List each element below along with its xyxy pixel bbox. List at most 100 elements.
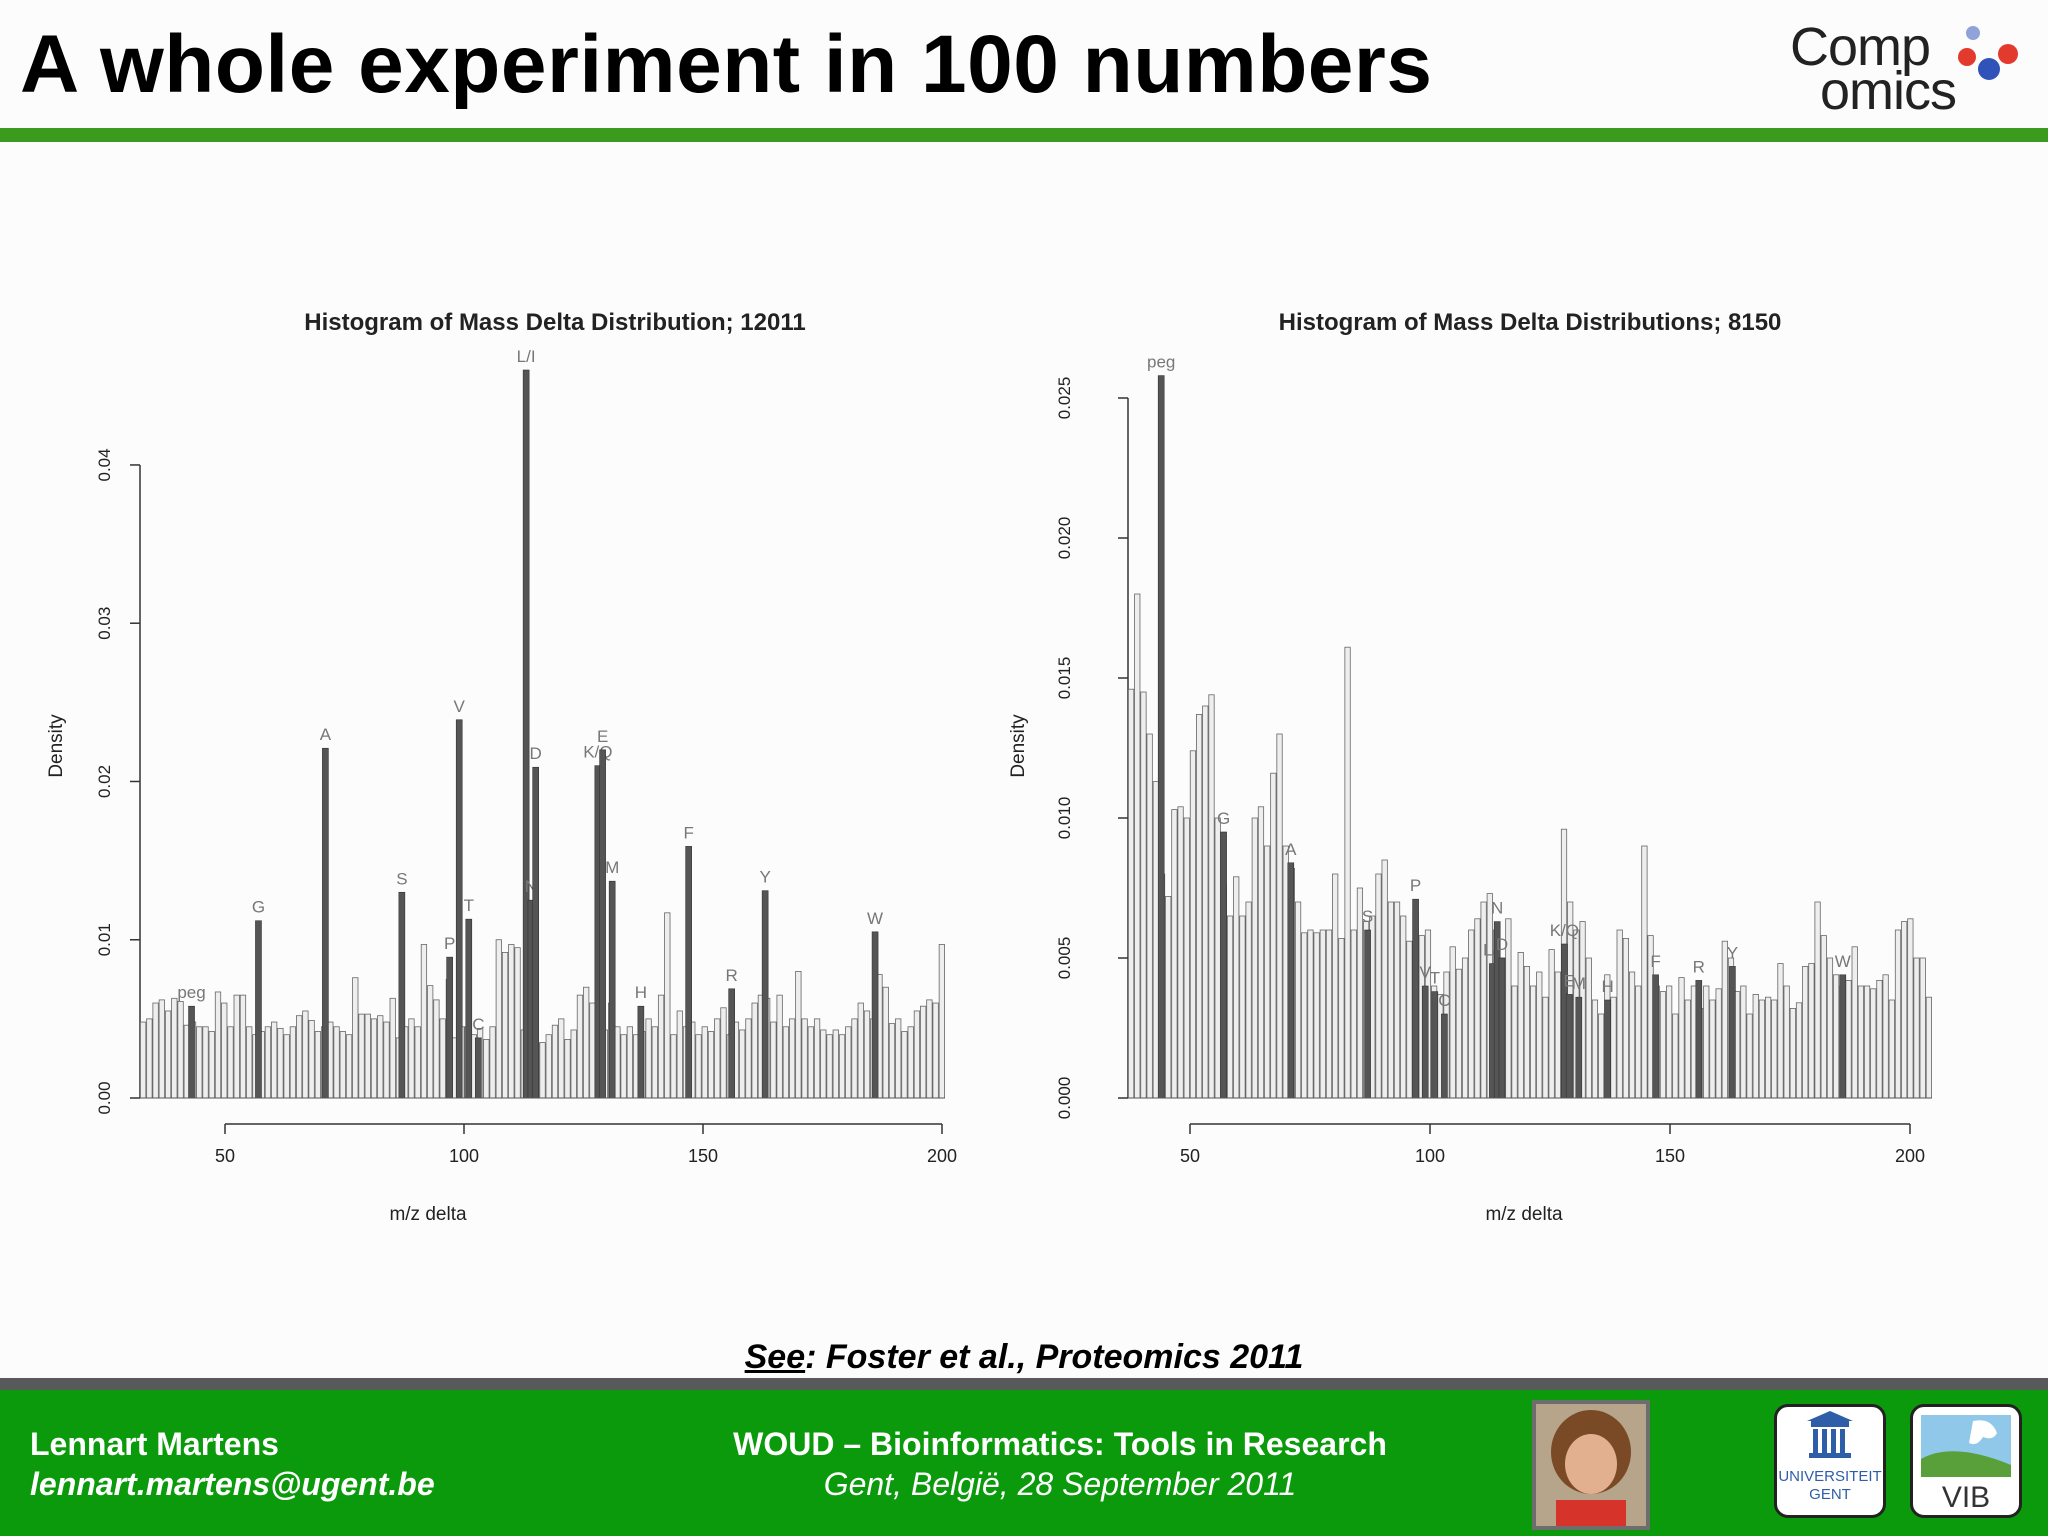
- histogram-bar: [657, 994, 665, 1099]
- histogram-bar: [439, 1018, 446, 1099]
- histogram-bar: [907, 1026, 914, 1099]
- peak-label: P: [444, 934, 455, 953]
- plot-area: 0.00 0.01 0.02 0.03 0.04 50 100 150 200 peg G A S P V T…: [95, 347, 957, 1166]
- histogram-bar: [1771, 999, 1778, 1099]
- histogram-bar: [720, 1007, 727, 1099]
- ugent-text-2: GENT: [1809, 1486, 1851, 1503]
- event-place: Gent, België, 28 September 2011: [823, 1466, 1297, 1502]
- histogram-bar: [358, 1013, 365, 1099]
- histogram-bar: [277, 1027, 284, 1099]
- histogram-bar: [1319, 929, 1326, 1099]
- peak-label: C: [472, 1015, 484, 1034]
- histogram-bar: [308, 1020, 315, 1099]
- peak-bar: [1839, 974, 1847, 1099]
- histogram-bar: [1517, 952, 1524, 1099]
- histogram-bar: [1239, 915, 1246, 1099]
- histogram-bar: [913, 1010, 921, 1099]
- peak-label: K/Q: [1550, 921, 1579, 940]
- peak-label: P: [1410, 876, 1421, 895]
- histogram-bar: [645, 1018, 652, 1099]
- histogram-bar: [1134, 593, 1141, 1099]
- histogram-bar: [283, 1034, 290, 1099]
- histogram-bar: [1523, 966, 1531, 1099]
- histogram-bar: [620, 1034, 627, 1099]
- peak-bar: [1604, 999, 1611, 1099]
- histogram-bar: [1344, 646, 1351, 1099]
- histogram-bar: [339, 1031, 346, 1099]
- peak-bar: [1364, 929, 1371, 1099]
- title-rule: [0, 128, 2048, 142]
- peak-label: W: [867, 909, 883, 928]
- logo-dot-light: [1966, 26, 1980, 40]
- y-tick-label: 0.03: [95, 607, 114, 640]
- citation-see-link[interactable]: See: [744, 1338, 806, 1376]
- histogram-bar: [801, 1018, 808, 1099]
- histogram-bar: [938, 944, 945, 1099]
- histogram-bar: [714, 1018, 721, 1099]
- x-tick-label: 150: [1655, 1146, 1685, 1166]
- histogram-bar: [932, 1002, 939, 1099]
- histogram-bar: [1548, 949, 1555, 1099]
- histogram-bar: [1863, 985, 1871, 1099]
- histogram-bar: [370, 1018, 378, 1099]
- histogram-bar: [271, 1021, 278, 1099]
- peak-bar: [599, 749, 606, 1099]
- histogram-bar: [826, 1034, 833, 1099]
- histogram-bar: [483, 1039, 490, 1099]
- histogram-bar: [227, 1026, 234, 1099]
- histogram-bar: [857, 1002, 864, 1099]
- histogram-bar: [576, 994, 584, 1099]
- histogram-bar: [851, 1018, 858, 1099]
- histogram-bar: [352, 977, 359, 1099]
- histogram-bar: [1758, 999, 1766, 1099]
- histogram-bar: [1196, 713, 1203, 1099]
- histogram-bar: [495, 939, 502, 1099]
- histogram-bar: [1449, 946, 1456, 1099]
- peak-bar: [761, 890, 769, 1099]
- histogram-bar: [208, 1031, 215, 1099]
- histogram-bar: [820, 1029, 827, 1099]
- histogram-bar: [377, 1015, 384, 1099]
- histogram-bar: [1715, 988, 1722, 1099]
- histogram-bar: [695, 1034, 702, 1099]
- y-tick-label: 0.025: [1055, 377, 1074, 420]
- x-tick-label: 200: [927, 1146, 957, 1166]
- histogram-bar: [707, 1031, 715, 1099]
- histogram-bar: [1894, 929, 1902, 1099]
- histogram-bar: [1468, 929, 1475, 1099]
- y-axis-label: Density: [1008, 714, 1029, 778]
- histogram-bar: [1783, 985, 1790, 1099]
- histogram-bar: [171, 997, 178, 1099]
- histogram-bar: [570, 1029, 577, 1099]
- y-tick-label: 0.005: [1055, 937, 1074, 980]
- histogram-bar: [1802, 966, 1809, 1099]
- peak-bar: [871, 931, 879, 1099]
- peak-label: V: [454, 697, 466, 716]
- peak-label: A: [320, 725, 332, 744]
- histogram-bar: [845, 1026, 852, 1099]
- histogram-bar: [508, 944, 515, 1099]
- peak-bar: [728, 988, 735, 1099]
- peak-label: peg: [177, 983, 205, 1002]
- histogram-bar: [221, 1002, 228, 1099]
- histogram-bar: [314, 1031, 321, 1099]
- peak-bar: [1565, 994, 1573, 1099]
- histogram-bar: [701, 1026, 708, 1099]
- peak-label: S: [1362, 907, 1373, 926]
- peak-bar: [1652, 974, 1659, 1099]
- peak-label: peg: [1147, 353, 1175, 372]
- histogram-bar: [414, 1026, 421, 1099]
- author-email[interactable]: lennart.martens@ugent.be: [30, 1466, 435, 1502]
- x-tick-label: 100: [449, 1146, 479, 1166]
- histogram-bar: [1270, 772, 1277, 1099]
- histogram-bar: [1189, 750, 1197, 1099]
- histogram-bar: [1598, 1013, 1605, 1099]
- histogram-bar: [1257, 806, 1265, 1099]
- histogram-bar: [1845, 980, 1852, 1099]
- peak-bar: [685, 846, 692, 1099]
- histogram-bar: [670, 1034, 677, 1099]
- histogram-bar: [1165, 896, 1172, 1099]
- peak-label: Y: [1727, 943, 1738, 962]
- compomics-logo: Comp omics: [1786, 18, 2026, 118]
- x-tick-label: 200: [1895, 1146, 1925, 1166]
